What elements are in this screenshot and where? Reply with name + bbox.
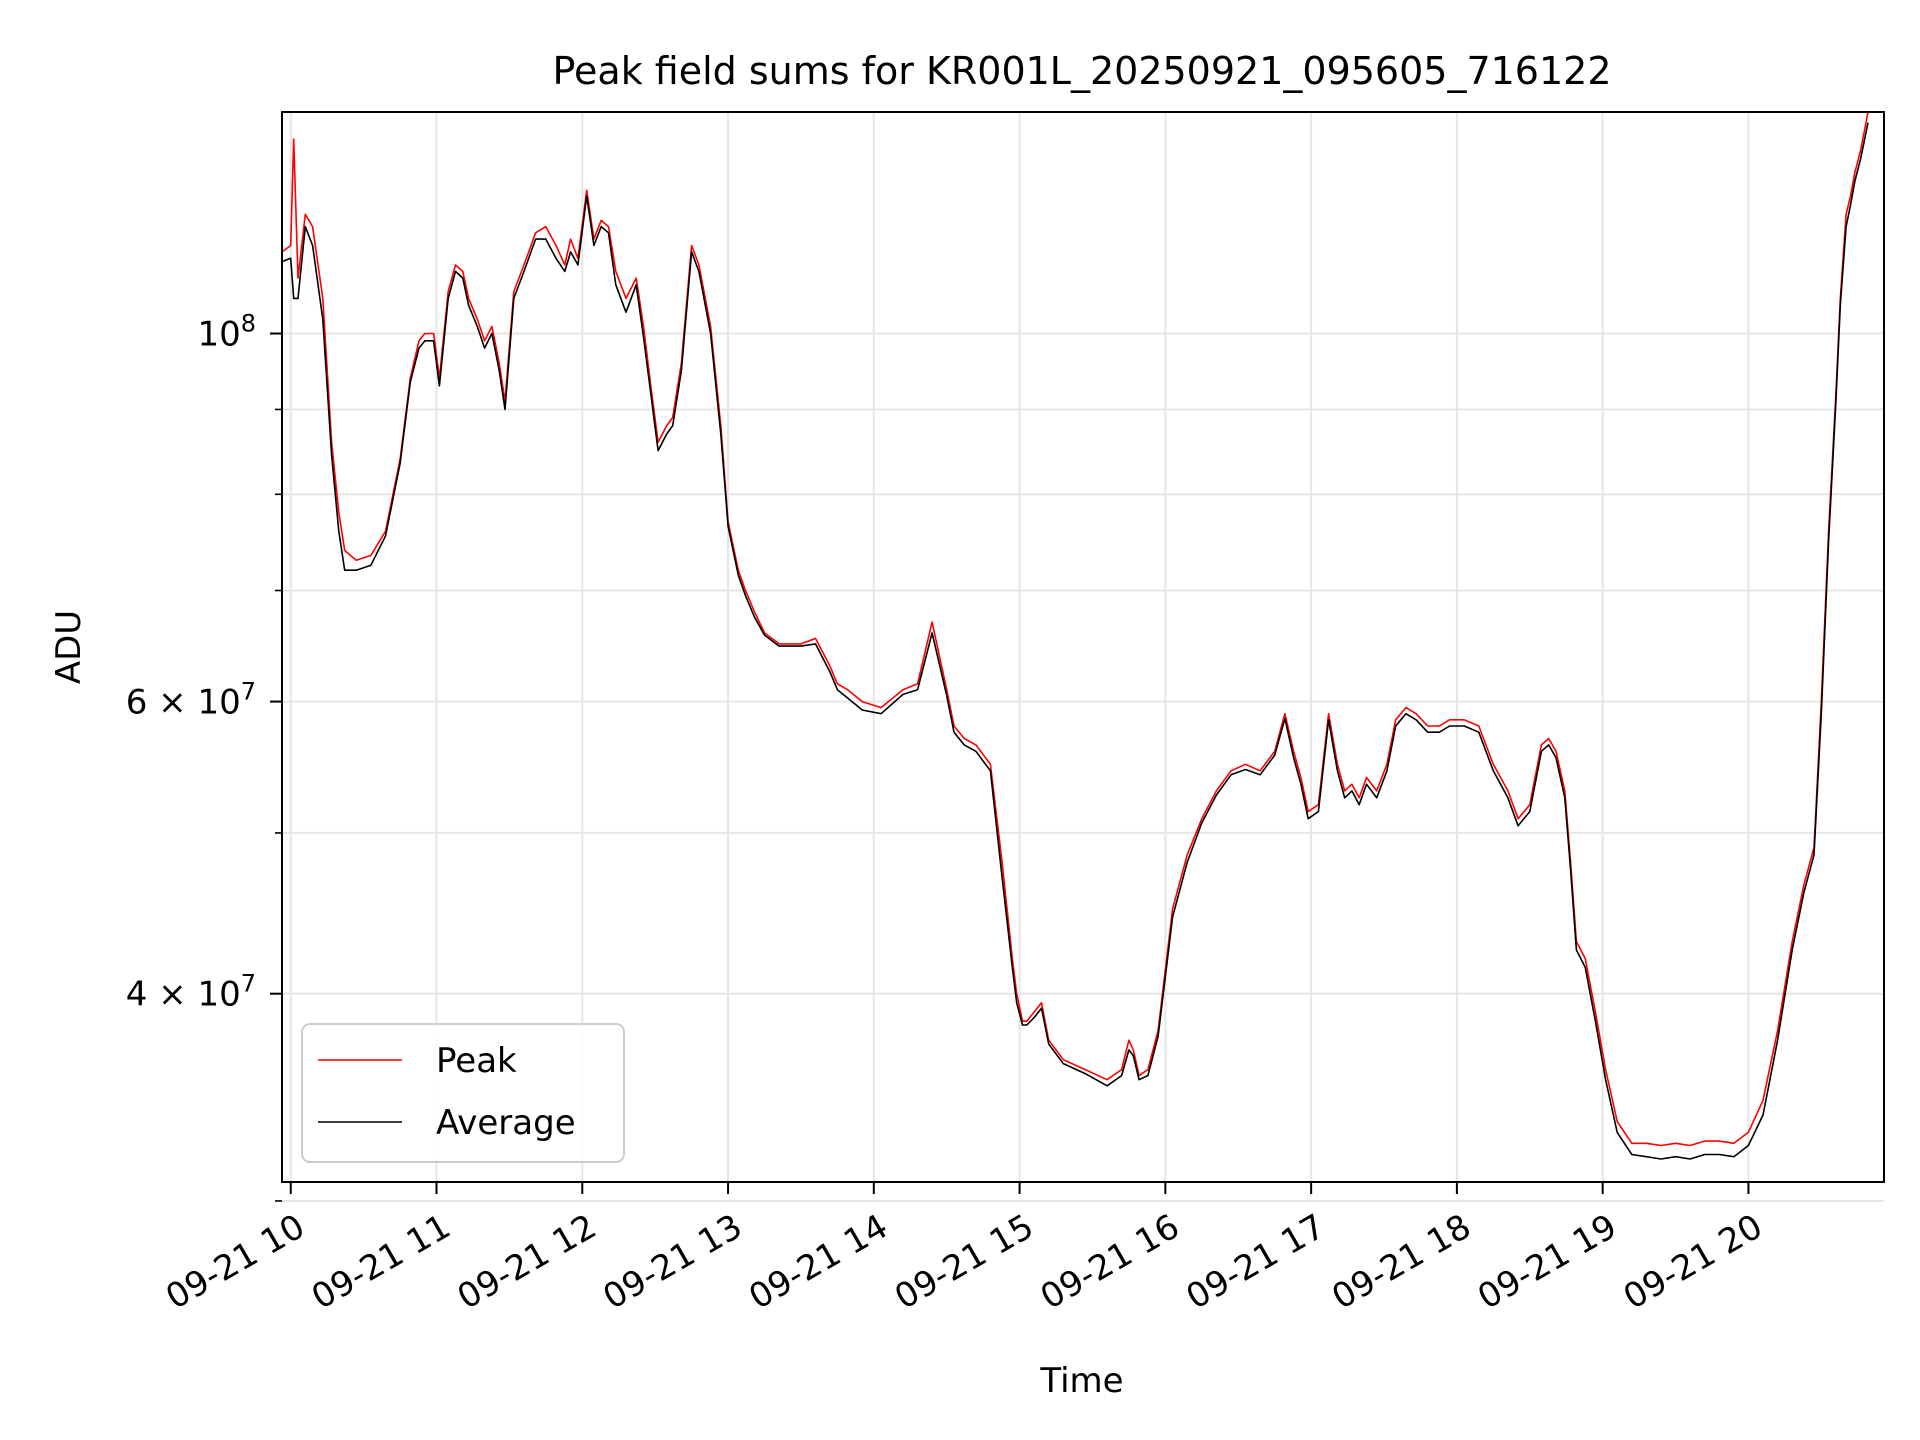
y-tick-label-exponent: 7 [241,970,256,998]
legend: Peak Average [301,1023,625,1163]
plot-area [282,112,1869,1160]
x-axis-label: Time [1039,1361,1123,1401]
plot-frame [281,111,1885,1183]
series-line-peak [282,112,1869,1147]
grid [282,112,1884,1202]
y-tick-label-base: 10 [197,315,240,355]
y-tick-label-exponent: 8 [241,310,256,338]
y-tick-label-exponent: 7 [241,678,256,706]
y-tick-label: 6 × 107 [126,678,256,723]
chart-title: Peak field sums for KR001L_20250921_0956… [552,49,1611,93]
y-axis-label: ADU [49,610,89,684]
series-group [282,112,1869,1160]
legend-label-average: Average [436,1103,576,1143]
y-tick-label-base: 4 × 10 [126,975,241,1015]
series-line-average [282,122,1869,1160]
y-tick-label: 4 × 107 [126,970,256,1015]
legend-box [301,1023,625,1163]
y-tick-label-base: 6 × 10 [126,683,241,723]
y-tick-label: 108 [197,310,256,355]
legend-label-peak: Peak [436,1041,517,1081]
